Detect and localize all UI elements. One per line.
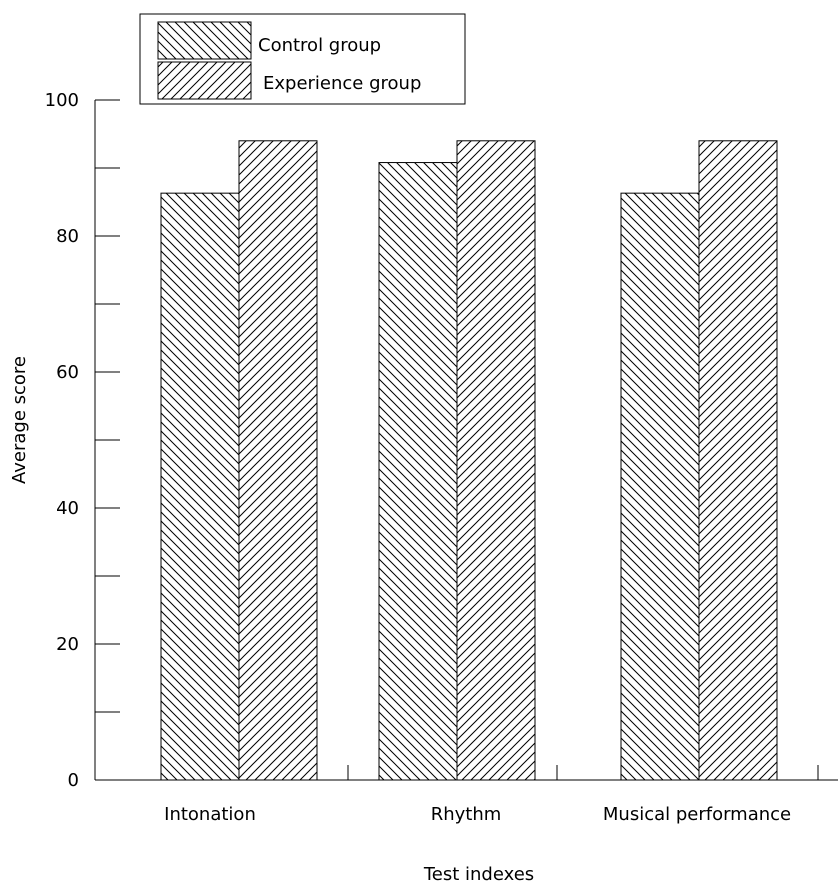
bar-experience-2 (698, 140, 778, 781)
bar-control-1 (378, 162, 458, 781)
y-tick-label: 40 (56, 498, 79, 519)
y-tick-label: 80 (56, 226, 79, 247)
y-tick-label: 0 (68, 770, 79, 791)
x-ticks-layer (347, 765, 819, 780)
y-tick-label: 20 (56, 634, 79, 655)
x-axis-title: Test indexes (423, 864, 534, 885)
bar-experience-0 (238, 140, 318, 781)
x-tick-label: Musical performance (603, 804, 791, 825)
x-tick-label: Intonation (164, 804, 256, 825)
bar-control-2 (620, 192, 700, 781)
x-tick-labels-layer: Intonation Rhythm Musical performance (164, 804, 791, 825)
bar-control-0 (160, 192, 240, 781)
y-tick-label: 100 (45, 90, 79, 111)
y-axis-title: Average score (9, 356, 30, 484)
bar-experience-1 (456, 140, 536, 781)
legend: Control group Experience group (139, 13, 466, 105)
x-tick-label: Rhythm (431, 804, 502, 825)
y-tick-label: 60 (56, 362, 79, 383)
bars-layer (160, 140, 778, 781)
legend-label-control: Control group (258, 35, 381, 56)
y-ticks-layer: 0 20 40 60 80 100 (45, 90, 120, 791)
legend-swatch-experience (157, 61, 252, 100)
legend-label-experience: Experience group (263, 73, 421, 94)
legend-swatch-control (157, 21, 252, 60)
